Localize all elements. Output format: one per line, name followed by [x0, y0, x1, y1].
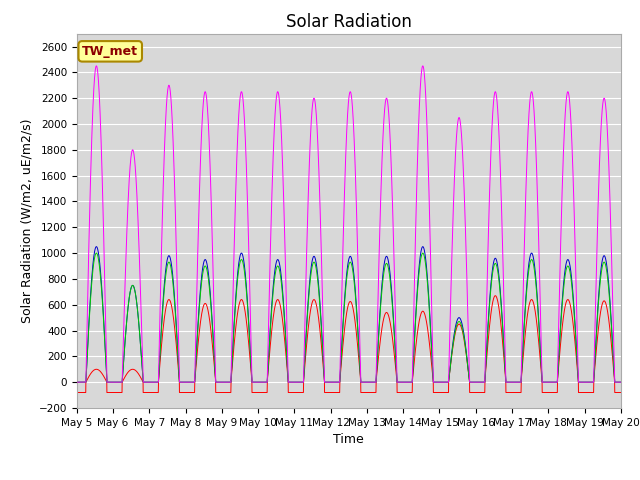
- X-axis label: Time: Time: [333, 433, 364, 446]
- Title: Solar Radiation: Solar Radiation: [286, 12, 412, 31]
- Y-axis label: Solar Radiation (W/m2, uE/m2/s): Solar Radiation (W/m2, uE/m2/s): [20, 119, 33, 323]
- Text: TW_met: TW_met: [82, 45, 138, 58]
